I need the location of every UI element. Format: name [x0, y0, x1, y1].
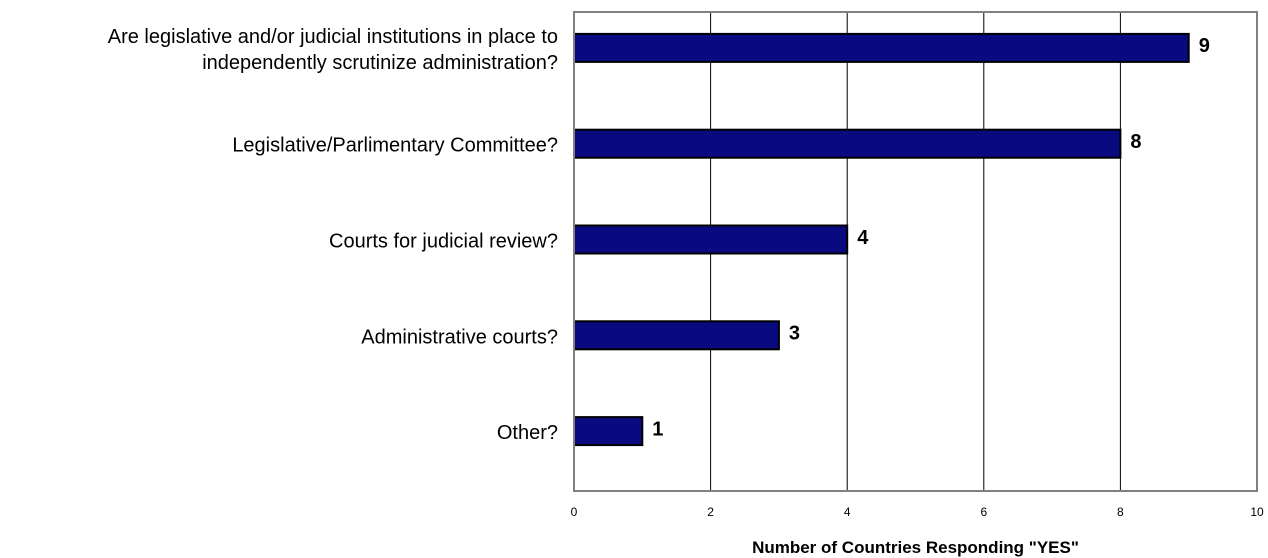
- value-label: 4: [857, 227, 869, 249]
- x-tick-label: 6: [980, 505, 987, 519]
- value-label: 9: [1199, 35, 1210, 57]
- category-labels: Are legislative and/or judicial institut…: [108, 26, 558, 444]
- x-axis-title: Number of Countries Responding "YES": [752, 538, 1079, 557]
- bar: [573, 416, 644, 447]
- category-label-line: Courts for judicial review?: [329, 231, 558, 253]
- value-label: 8: [1130, 131, 1141, 153]
- category-label-line: Are legislative and/or judicial institut…: [108, 26, 558, 48]
- x-tick-label: 2: [707, 505, 714, 519]
- category-label-line: Legislative/Parlimentary Committee?: [232, 135, 558, 157]
- bar: [573, 320, 780, 351]
- value-labels: 9 8 4 3 1: [652, 35, 1210, 440]
- category-label: Administrative courts?: [361, 326, 558, 348]
- bar: [573, 224, 849, 255]
- category-label: Courts for judicial review?: [329, 231, 558, 253]
- category-label: Legislative/Parlimentary Committee?: [232, 135, 558, 157]
- category-label-line: Other?: [497, 422, 558, 444]
- bars: [573, 32, 1190, 447]
- value-label: 3: [789, 323, 800, 345]
- plot-frame: [573, 11, 1258, 492]
- x-tick-labels: 0 2 4 6 8 10: [571, 505, 1264, 519]
- x-tick-label: 8: [1117, 505, 1124, 519]
- x-tick-label: 0: [571, 505, 578, 519]
- category-label-line: Administrative courts?: [361, 326, 558, 348]
- x-tick-label: 10: [1250, 505, 1264, 519]
- bar: [573, 32, 1190, 63]
- x-tick-label: 4: [844, 505, 851, 519]
- category-label-line: independently scrutinize administration?: [202, 52, 558, 74]
- category-label: Are legislative and/or judicial institut…: [108, 26, 558, 74]
- bar: [573, 128, 1122, 159]
- category-label: Other?: [497, 422, 558, 444]
- value-label: 1: [652, 418, 663, 440]
